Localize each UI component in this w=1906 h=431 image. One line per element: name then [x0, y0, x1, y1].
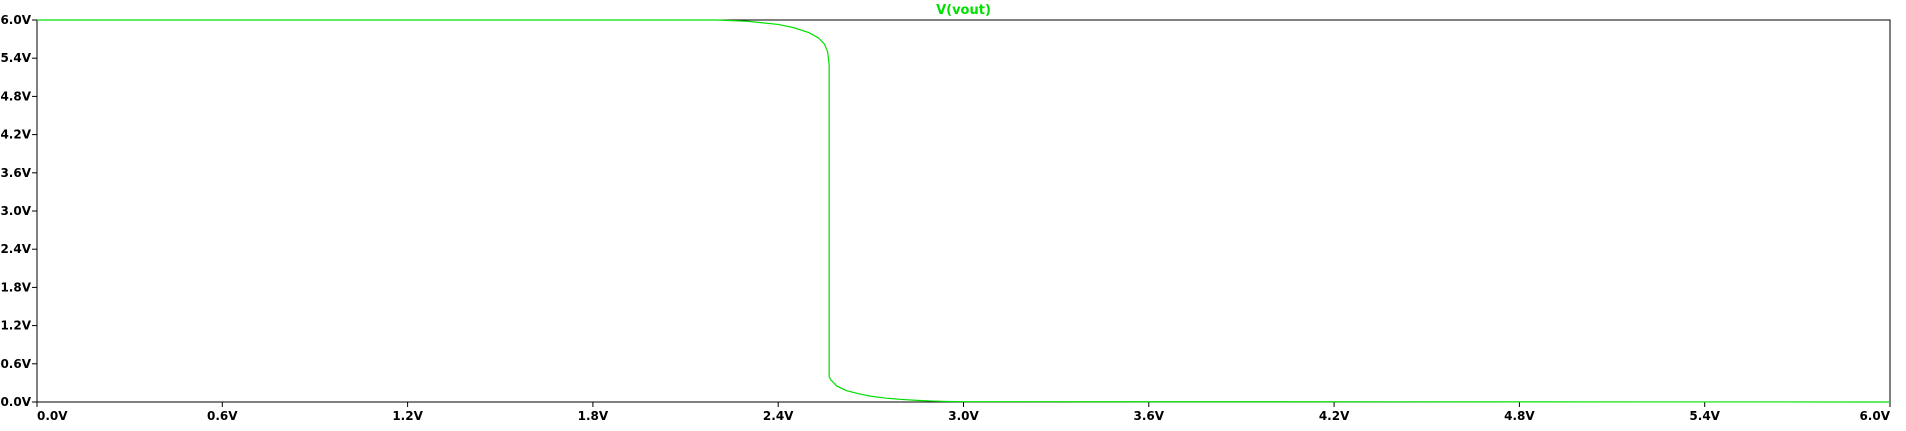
x-tick-label: 1.8V	[578, 409, 609, 423]
y-tick-label: 1.2V	[0, 319, 31, 333]
x-tick-label: 4.2V	[1319, 409, 1350, 423]
y-tick-label: 0.6V	[0, 357, 31, 371]
y-tick-label: 3.0V	[0, 204, 31, 218]
x-tick-label: 3.6V	[1134, 409, 1165, 423]
x-tick-label: 1.2V	[392, 409, 423, 423]
x-tick-label: 3.0V	[948, 409, 979, 423]
y-tick-label: 1.8V	[0, 280, 31, 294]
x-tick-label: 0.0V	[37, 409, 68, 423]
y-tick-label: 4.8V	[0, 89, 31, 103]
x-tick-label: 4.8V	[1504, 409, 1535, 423]
y-tick-label: 0.0V	[0, 395, 31, 409]
x-tick-label: 5.4V	[1689, 409, 1720, 423]
y-tick-label: 2.4V	[0, 242, 31, 256]
x-tick-label: 0.6V	[207, 409, 238, 423]
y-tick-label: 3.6V	[0, 166, 31, 180]
plot-frame	[36, 19, 1891, 403]
axis-ticks: 0.0V 0.6V 1.2V 1.8V 2.4V 3.0V 3.6V 4.2V 4.8V 5.4V…	[0, 13, 1890, 423]
series-line-vout	[37, 19, 1891, 403]
y-tick-label: 5.4V	[0, 51, 31, 65]
series-group	[37, 19, 1891, 403]
y-tick-label: 6.0V	[0, 13, 31, 27]
chart-title: V(vout)	[936, 3, 991, 18]
x-tick-label: 6.0V	[1859, 409, 1890, 423]
y-tick-label: 4.2V	[0, 128, 31, 142]
x-tick-label: 2.4V	[763, 409, 794, 423]
